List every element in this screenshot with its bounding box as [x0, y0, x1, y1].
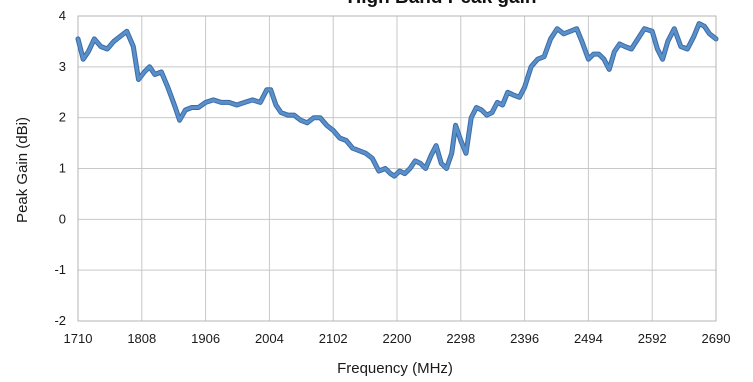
x-tick-label: 2592	[638, 331, 667, 346]
x-tick-label: 2102	[319, 331, 348, 346]
x-tick-label: 2690	[702, 331, 731, 346]
grid	[77, 15, 717, 322]
y-axis-ticks: -2 -1 0 1 2 3 4	[54, 8, 66, 328]
y-tick-label: 4	[59, 8, 66, 23]
series-line-group	[75, 21, 719, 179]
x-axis-label: Frequency (MHz)	[337, 360, 453, 377]
x-tick-label: 2396	[510, 331, 539, 346]
x-tick-label: 2298	[446, 331, 475, 346]
y-tick-label: 1	[59, 161, 66, 176]
y-axis-label: Peak Gain (dBi)	[14, 117, 31, 223]
x-tick-label: 2494	[574, 331, 603, 346]
x-tick-label: 2004	[255, 331, 284, 346]
y-tick-label: -2	[54, 313, 66, 328]
x-tick-label: 1906	[191, 331, 220, 346]
y-tick-label: 0	[59, 211, 66, 226]
y-tick-label: 3	[59, 59, 66, 74]
y-tick-label: 2	[59, 110, 66, 125]
x-tick-label: 2200	[383, 331, 412, 346]
x-tick-label: 1710	[64, 331, 93, 346]
series-line	[76, 22, 718, 178]
chart-title: High Band Peak gain	[348, 0, 537, 8]
y-tick-label: -1	[54, 262, 66, 277]
x-tick-label: 1808	[127, 331, 156, 346]
plot-area-border	[77, 15, 717, 322]
x-axis-ticks: 1710 1808 1906 2004 2102 2200 2298 2396 2494 2592…	[64, 331, 731, 346]
